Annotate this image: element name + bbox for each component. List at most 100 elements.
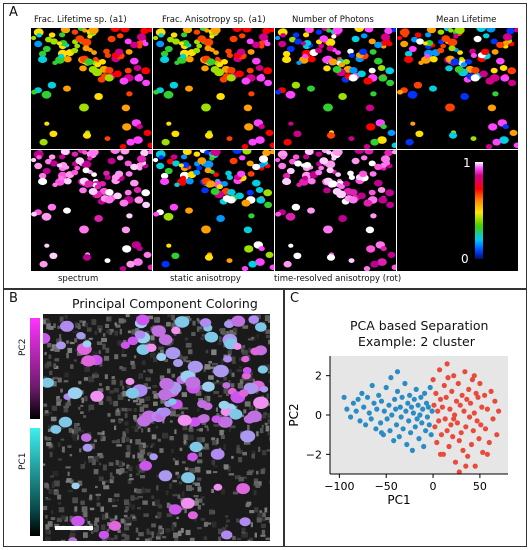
cell-mark — [227, 53, 233, 58]
cell-mark — [227, 67, 235, 74]
scatter-point — [494, 432, 499, 437]
cell-mark — [105, 189, 113, 196]
cell-mark — [248, 49, 255, 55]
cell-mark — [158, 155, 164, 159]
texture-mark — [105, 513, 108, 519]
texture-mark — [223, 444, 226, 450]
texture-mark — [170, 420, 173, 422]
texture-mark — [257, 334, 259, 339]
texture-mark — [236, 519, 240, 523]
cell-mark — [79, 226, 89, 234]
cell-mark — [430, 56, 438, 62]
cell-mark — [248, 91, 254, 96]
texture-mark — [122, 386, 124, 390]
cell-mark — [110, 150, 120, 154]
texture-mark — [218, 395, 222, 397]
texture-mark — [82, 506, 88, 512]
cell-mark — [349, 74, 358, 81]
cell-mark — [227, 196, 236, 203]
cell-mark — [105, 258, 111, 263]
texture-mark — [162, 536, 166, 538]
cell-mark — [190, 442, 203, 452]
cell-mark — [188, 361, 203, 373]
texture-mark — [72, 497, 78, 503]
cell-mark — [188, 511, 198, 519]
image-number-of-photons — [275, 28, 396, 149]
texture-mark — [85, 323, 88, 327]
texture-mark — [89, 405, 95, 410]
texture-mark — [68, 490, 73, 492]
cell-mark — [364, 150, 373, 155]
texture-mark — [152, 532, 154, 538]
texture-mark — [185, 338, 188, 341]
cell-mark — [227, 136, 233, 141]
scatter-point — [373, 426, 378, 431]
cell-mark — [43, 333, 50, 344]
texture-mark — [75, 323, 78, 327]
cell-mark — [500, 75, 509, 82]
texture-mark — [67, 348, 72, 353]
cell-mark — [68, 387, 83, 399]
cell-mark — [38, 178, 47, 185]
cell-mark — [359, 49, 367, 55]
texture-mark — [131, 504, 135, 509]
cell-mark — [416, 38, 424, 44]
texture-mark — [166, 322, 171, 327]
texture-mark — [211, 489, 214, 493]
cell-mark — [448, 28, 453, 32]
texture-mark — [99, 455, 103, 458]
cell-mark — [349, 67, 357, 74]
texture-mark — [257, 513, 262, 518]
cell-mark — [164, 91, 174, 99]
texture-mark — [131, 426, 137, 428]
scatter-point — [342, 395, 347, 400]
scatter-point — [469, 442, 474, 447]
texture-mark — [193, 482, 195, 485]
pc2-colorbar — [30, 318, 40, 419]
label-frac-lifetime: Frac. Lifetime sp. (a1) — [34, 15, 127, 25]
cell-mark — [331, 156, 336, 160]
panel-a-letter: A — [9, 5, 18, 20]
scatter-point — [416, 436, 421, 441]
cell-mark — [40, 261, 48, 268]
cell-mark — [302, 176, 308, 181]
texture-mark — [67, 445, 71, 448]
cell-mark — [201, 226, 211, 234]
colorbar-min-label: 0 — [461, 252, 469, 266]
texture-mark — [122, 463, 125, 466]
texture-mark — [171, 449, 174, 454]
scatter-point — [428, 385, 433, 390]
cell-mark — [153, 36, 158, 40]
texture-mark — [97, 496, 100, 500]
cell-mark — [287, 168, 295, 174]
cell-mark — [308, 178, 316, 184]
texture-mark — [74, 359, 77, 361]
texture-mark — [79, 448, 81, 452]
cell-mark — [256, 197, 265, 204]
texture-mark — [211, 349, 216, 355]
texture-mark — [72, 435, 77, 441]
texture-mark — [46, 442, 51, 446]
scatter-point — [367, 410, 372, 415]
cell-mark — [293, 154, 300, 159]
texture-mark — [148, 428, 151, 432]
cell-mark — [197, 35, 206, 42]
cell-mark — [449, 132, 457, 139]
cell-mark — [142, 202, 150, 208]
texture-mark — [186, 343, 192, 348]
texture-mark — [61, 515, 65, 519]
cell-mark — [49, 154, 56, 159]
texture-mark — [247, 540, 250, 541]
cell-mark — [216, 215, 225, 222]
texture-mark — [264, 508, 267, 513]
texture-mark — [104, 356, 109, 361]
cell-mark — [83, 254, 91, 261]
texture-mark — [58, 502, 61, 505]
texture-mark — [237, 538, 241, 540]
cell-mark — [414, 82, 422, 89]
cell-mark — [357, 71, 366, 78]
cell-mark — [172, 160, 180, 166]
scatter-point — [394, 422, 399, 427]
texture-mark — [219, 430, 223, 435]
cell-mark — [327, 167, 334, 173]
